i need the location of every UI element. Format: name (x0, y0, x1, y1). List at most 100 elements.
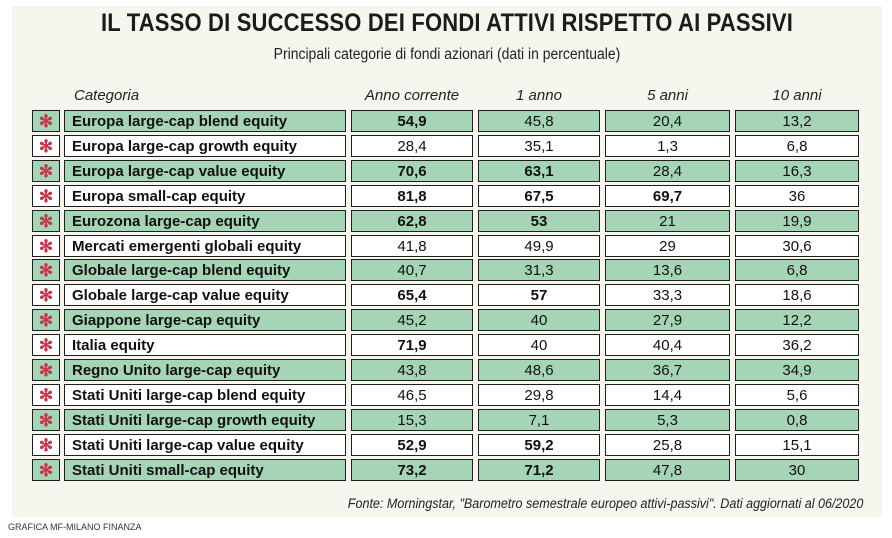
value-cell: 52,9 (351, 434, 473, 456)
asterisk-icon: ✻ (32, 210, 60, 232)
row-category: Globale large-cap blend equity (64, 259, 346, 281)
asterisk-icon: ✻ (32, 160, 60, 182)
value-cell: 45,8 (478, 110, 600, 132)
row-category: Mercati emergenti globali equity (64, 235, 346, 257)
value-cell: 15,1 (735, 434, 859, 456)
value-cell: 16,3 (735, 160, 859, 182)
asterisk-icon: ✻ (32, 284, 60, 306)
chart-title: IL TASSO DI SUCCESSO DEI FONDI ATTIVI RI… (100, 9, 794, 37)
column-header-4: 10 anni (772, 87, 822, 104)
asterisk-icon: ✻ (32, 459, 60, 481)
value-cell: 36,7 (605, 359, 730, 381)
row-category: Regno Unito large-cap equity (64, 359, 346, 381)
value-cell: 25,8 (605, 434, 730, 456)
value-cell: 40 (478, 334, 600, 356)
value-cell: 7,1 (478, 409, 600, 431)
row-category: Stati Uniti small-cap equity (64, 459, 346, 481)
value-cell: 71,9 (351, 334, 473, 356)
value-cell: 45,2 (351, 309, 473, 331)
value-cell: 63,1 (478, 160, 600, 182)
row-category: Eurozona large-cap equity (64, 210, 346, 232)
value-cell: 6,8 (735, 259, 859, 281)
value-cell: 36 (735, 185, 859, 207)
value-cell: 40 (478, 309, 600, 331)
value-cell: 19,9 (735, 210, 859, 232)
row-category: Globale large-cap value equity (64, 284, 346, 306)
value-cell: 1,3 (605, 135, 730, 157)
value-cell: 12,2 (735, 309, 859, 331)
value-cell: 65,4 (351, 284, 473, 306)
value-cell: 62,8 (351, 210, 473, 232)
row-category: Europa large-cap value equity (64, 160, 346, 182)
asterisk-icon: ✻ (32, 110, 60, 132)
asterisk-icon: ✻ (32, 259, 60, 281)
asterisk-icon: ✻ (32, 185, 60, 207)
value-cell: 29,8 (478, 384, 600, 406)
value-cell: 49,9 (478, 235, 600, 257)
value-cell: 14,4 (605, 384, 730, 406)
value-cell: 57 (478, 284, 600, 306)
value-cell: 31,3 (478, 259, 600, 281)
value-cell: 28,4 (605, 160, 730, 182)
value-cell: 30 (735, 459, 859, 481)
value-cell: 67,5 (478, 185, 600, 207)
value-cell: 20,4 (605, 110, 730, 132)
value-cell: 43,8 (351, 359, 473, 381)
value-cell: 6,8 (735, 135, 859, 157)
value-cell: 29 (605, 235, 730, 257)
value-cell: 13,6 (605, 259, 730, 281)
chart-panel: IL TASSO DI SUCCESSO DEI FONDI ATTIVI RI… (12, 6, 882, 517)
asterisk-icon: ✻ (32, 309, 60, 331)
asterisk-icon: ✻ (32, 434, 60, 456)
value-cell: 70,6 (351, 160, 473, 182)
row-category: Italia equity (64, 334, 346, 356)
asterisk-icon: ✻ (32, 135, 60, 157)
row-category: Europa large-cap blend equity (64, 110, 346, 132)
value-cell: 5,6 (735, 384, 859, 406)
value-cell: 15,3 (351, 409, 473, 431)
value-cell: 36,2 (735, 334, 859, 356)
value-cell: 59,2 (478, 434, 600, 456)
asterisk-icon: ✻ (32, 235, 60, 257)
value-cell: 54,9 (351, 110, 473, 132)
value-cell: 0,8 (735, 409, 859, 431)
column-header-1: Anno corrente (364, 87, 460, 104)
value-cell: 13,2 (735, 110, 859, 132)
asterisk-icon: ✻ (32, 384, 60, 406)
chart-subtitle: Principali categorie di fondi azionari (… (273, 46, 621, 63)
value-cell: 71,2 (478, 459, 600, 481)
value-cell: 48,6 (478, 359, 600, 381)
asterisk-icon: ✻ (32, 334, 60, 356)
asterisk-icon: ✻ (32, 409, 60, 431)
value-cell: 21 (605, 210, 730, 232)
value-cell: 41,8 (351, 235, 473, 257)
value-cell: 73,2 (351, 459, 473, 481)
value-cell: 46,5 (351, 384, 473, 406)
value-cell: 34,9 (735, 359, 859, 381)
row-category: Stati Uniti large-cap growth equity (64, 409, 346, 431)
value-cell: 28,4 (351, 135, 473, 157)
value-cell: 27,9 (605, 309, 730, 331)
value-cell: 40,4 (605, 334, 730, 356)
column-header-categoria: Categoria (74, 87, 140, 104)
column-header-3: 5 anni (647, 87, 688, 104)
value-cell: 81,8 (351, 185, 473, 207)
row-category: Europa large-cap growth equity (64, 135, 346, 157)
value-cell: 47,8 (605, 459, 730, 481)
value-cell: 40,7 (351, 259, 473, 281)
source-note: Fonte: Morningstar, "Barometro semestral… (347, 496, 863, 511)
row-category: Giappone large-cap equity (64, 309, 346, 331)
value-cell: 53 (478, 210, 600, 232)
asterisk-icon: ✻ (32, 359, 60, 381)
value-cell: 18,6 (735, 284, 859, 306)
graphic-credit: GRAFICA MF-MILANO FINANZA (8, 522, 142, 532)
value-cell: 69,7 (605, 185, 730, 207)
value-cell: 33,3 (605, 284, 730, 306)
value-cell: 30,6 (735, 235, 859, 257)
row-category: Europa small-cap equity (64, 185, 346, 207)
row-category: Stati Uniti large-cap blend equity (64, 384, 346, 406)
row-category: Stati Uniti large-cap value equity (64, 434, 346, 456)
value-cell: 5,3 (605, 409, 730, 431)
column-header-2: 1 anno (516, 87, 562, 104)
value-cell: 35,1 (478, 135, 600, 157)
